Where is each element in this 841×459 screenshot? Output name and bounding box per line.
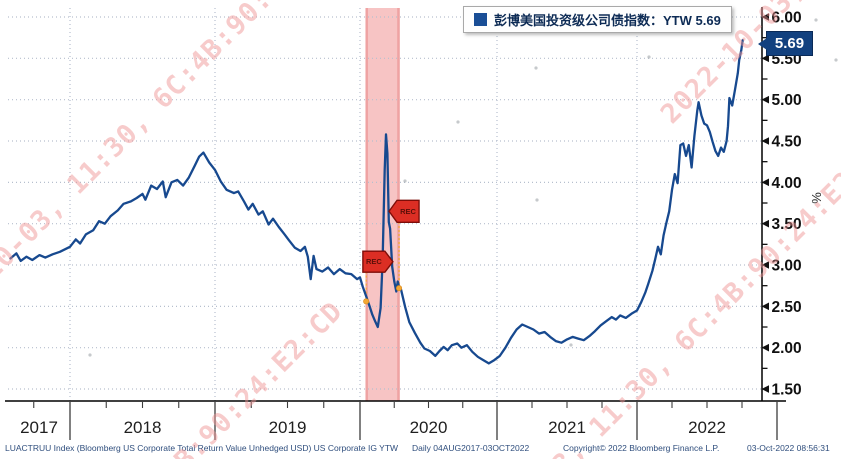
footer-date-range: Daily 04AUG2017-03OCT2022 bbox=[412, 443, 530, 453]
watermark-dot bbox=[534, 66, 538, 70]
recession-flag[interactable] bbox=[388, 199, 420, 223]
series-swatch-icon bbox=[474, 13, 487, 26]
x-axis-year-label: 2018 bbox=[124, 418, 162, 437]
watermark-dot bbox=[456, 120, 460, 124]
watermark-dot bbox=[647, 55, 651, 59]
x-axis-year-label: 2019 bbox=[269, 418, 307, 437]
y-axis-label: 3.50 bbox=[772, 216, 802, 233]
y-major-tick-icon bbox=[761, 302, 769, 311]
recession-flag-label: REC bbox=[400, 207, 416, 216]
legend[interactable]: 彭博美国投资级公司债指数：YTW 5.69 bbox=[463, 6, 732, 33]
recession-flag[interactable] bbox=[362, 250, 394, 273]
watermark-dot bbox=[88, 353, 92, 357]
y-major-tick-icon bbox=[761, 343, 769, 352]
y-axis-label: 2.00 bbox=[772, 340, 802, 357]
y-major-tick-icon bbox=[761, 385, 769, 393]
watermark-dot bbox=[569, 343, 573, 347]
footer: LUACTRUU Index (Bloomberg US Corporate T… bbox=[0, 443, 841, 457]
footer-index-description: LUACTRUU Index (Bloomberg US Corporate T… bbox=[5, 443, 399, 453]
x-axis-year-label: 2020 bbox=[410, 418, 448, 437]
recession-marker-dot bbox=[396, 285, 403, 292]
last-value-badge: 5.69 bbox=[758, 31, 813, 56]
y-axis-label: 6.00 bbox=[772, 10, 802, 27]
y-axis-unit-label: % bbox=[809, 192, 824, 204]
y-axis-label: 2.50 bbox=[772, 299, 802, 316]
recession-marker-dot bbox=[363, 298, 370, 305]
watermark-dot bbox=[403, 179, 407, 183]
x-axis-year-label: 2017 bbox=[20, 418, 58, 437]
badge-value: 5.69 bbox=[774, 35, 805, 52]
x-axis-year-label: 2021 bbox=[548, 418, 586, 437]
recession-flag-label: REC bbox=[366, 257, 382, 266]
y-major-tick-icon bbox=[761, 219, 769, 228]
y-major-tick-icon bbox=[761, 13, 769, 21]
watermark-dot bbox=[834, 58, 838, 62]
footer-timestamp: 03-Oct-2022 08:56:31 bbox=[747, 443, 830, 453]
badge-arrow-icon bbox=[758, 37, 767, 50]
y-major-tick-icon bbox=[761, 137, 769, 145]
series-label: 彭博美国投资级公司债指数：YTW 5.69 bbox=[494, 13, 721, 28]
y-major-tick-icon bbox=[761, 95, 769, 104]
y-axis-label: 5.00 bbox=[772, 92, 802, 109]
yield-series-line bbox=[9, 38, 744, 365]
footer-copyright: Copyright© 2022 Bloomberg Finance L.P. bbox=[563, 443, 720, 453]
recession-band-edge bbox=[365, 8, 368, 401]
y-major-tick-icon bbox=[761, 54, 769, 63]
watermark-dot bbox=[814, 18, 818, 22]
y-axis-label: 3.00 bbox=[772, 258, 802, 275]
y-major-tick-icon bbox=[761, 178, 769, 187]
x-axis-year-label: 2022 bbox=[688, 418, 726, 437]
y-axis-label: 4.00 bbox=[772, 175, 802, 192]
y-major-tick-icon bbox=[761, 261, 769, 269]
y-axis-label: 1.50 bbox=[772, 382, 802, 399]
watermark-dot bbox=[535, 198, 539, 202]
y-axis-label: 4.50 bbox=[772, 134, 802, 151]
